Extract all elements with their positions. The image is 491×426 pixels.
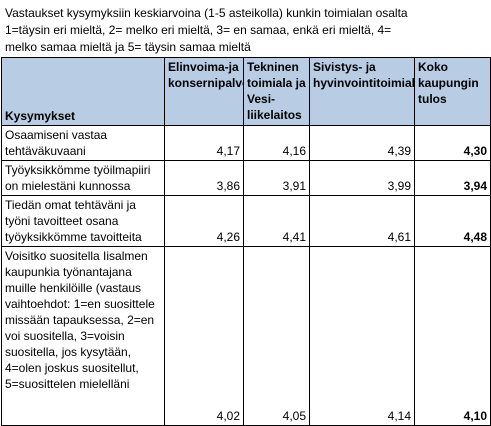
intro-line-2: 1=täysin eri mieltä, 2= melko eri mieltä… (5, 23, 392, 37)
table-row: Työyksikkömme työilmapiiri on mielestäni… (1, 160, 491, 196)
intro-line-1: Vastaukset kysymyksiin keskiarvoina (1-5… (5, 6, 408, 20)
intro-line-3: melko samaa mieltä ja 5= täysin samaa mi… (5, 40, 251, 54)
value-tekninen: 4,05 (243, 246, 310, 426)
value-elinvoima: 4,17 (164, 125, 244, 161)
question-cell: Tiedän omat tehtäväni ja työni tavoittee… (1, 195, 165, 247)
header-koko-kaupunki: Koko kaupungin tulos (414, 57, 491, 126)
question-cell: Työyksikkömme työilmapiiri on mielestäni… (1, 160, 165, 196)
results-table: Kysymykset Elinvoima-ja konsernipalvelut… (1, 57, 491, 426)
value-tekninen: 4,41 (243, 195, 310, 247)
value-elinvoima: 4,02 (164, 246, 244, 426)
value-tekninen: 4,16 (243, 125, 310, 161)
value-sivistys: 3,99 (309, 160, 415, 196)
value-tekninen: 3,91 (243, 160, 310, 196)
value-sivistys: 4,39 (309, 125, 415, 161)
value-koko-kaupunki: 4,30 (414, 125, 491, 161)
value-elinvoima: 3,86 (164, 160, 244, 196)
table-row: Voisitko suositella Iisalmen kaupunkia t… (1, 246, 491, 426)
value-koko-kaupunki: 4,10 (414, 246, 491, 426)
question-cell: Voisitko suositella Iisalmen kaupunkia t… (1, 246, 165, 426)
question-cell: Osaamiseni vastaa tehtäväkuvaani (1, 125, 165, 161)
value-koko-kaupunki: 3,94 (414, 160, 491, 196)
table-row: Tiedän omat tehtäväni ja työni tavoittee… (1, 195, 491, 247)
table-row: Osaamiseni vastaa tehtäväkuvaani 4,17 4,… (1, 125, 491, 161)
intro-text: Vastaukset kysymyksiin keskiarvoina (1-5… (5, 5, 485, 56)
value-elinvoima: 4,26 (164, 195, 244, 247)
value-sivistys: 4,14 (309, 246, 415, 426)
value-sivistys: 4,61 (309, 195, 415, 247)
table-header-row: Kysymykset Elinvoima-ja konsernipalvelut… (1, 57, 491, 126)
header-questions: Kysymykset (1, 57, 165, 126)
header-elinvoima: Elinvoima-ja konsernipalvelut (164, 57, 244, 126)
header-tekninen: Tekninen toimiala ja Vesi-liikelaitos (243, 57, 310, 126)
header-sivistys: Sivistys- ja hyvinvointitoimiala (309, 57, 415, 126)
value-koko-kaupunki: 4,48 (414, 195, 491, 247)
